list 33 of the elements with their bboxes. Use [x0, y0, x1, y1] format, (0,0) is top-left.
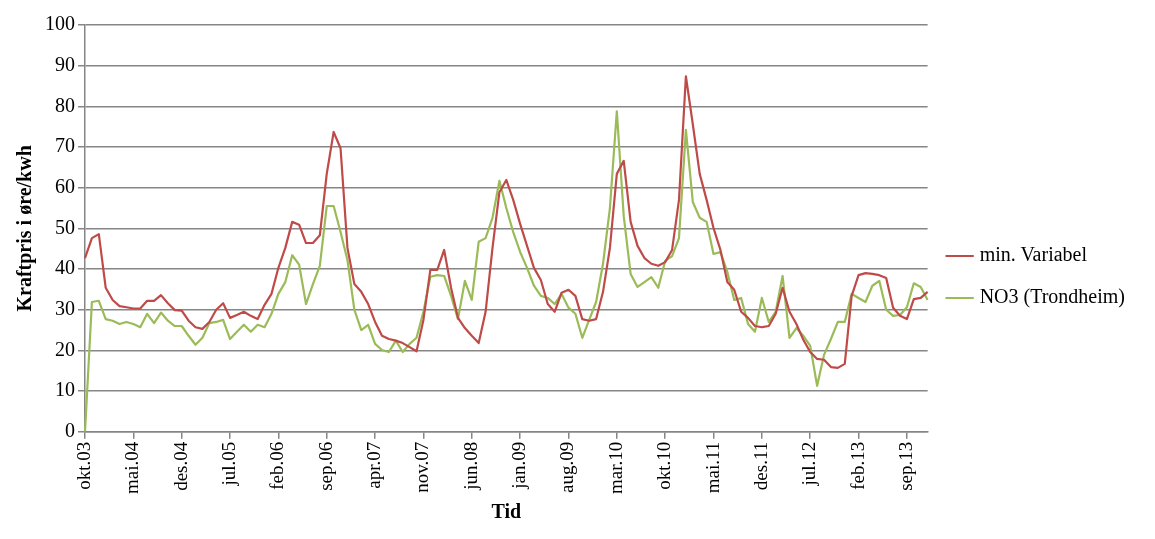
- y-tick-label: 60: [55, 174, 75, 197]
- x-tick-label: sep.06: [314, 441, 336, 491]
- x-tick-label: mai.11: [701, 441, 723, 494]
- x-tick-label: feb.06: [266, 441, 288, 490]
- legend-label: NO3 (Trondheim): [979, 285, 1125, 309]
- x-tick-label: nov.07: [411, 441, 433, 493]
- x-tick-label: sep.13: [894, 441, 916, 491]
- y-tick-label: 50: [55, 215, 75, 238]
- x-tick-label: mar.10: [604, 441, 626, 495]
- x-tick-label: jun.08: [459, 441, 481, 491]
- x-tick-label: okt.03: [72, 441, 94, 490]
- y-axis-title: Kraftpris i øre/kwh: [13, 145, 37, 312]
- x-tick-label: jul.12: [798, 441, 820, 487]
- x-tick-label: des.04: [169, 441, 191, 491]
- y-tick-label: 80: [55, 93, 75, 116]
- x-axis-title: Tid: [491, 500, 522, 523]
- x-tick-label: mai.04: [121, 441, 143, 495]
- y-tick-label: 70: [55, 134, 75, 157]
- y-tick-label: 0: [65, 419, 75, 442]
- x-tick-label: okt.10: [653, 441, 675, 490]
- y-tick-label: 40: [55, 256, 75, 279]
- y-tick-label: 10: [55, 378, 75, 401]
- x-tick-label: jan.09: [508, 441, 530, 490]
- y-tick-label: 90: [55, 52, 75, 75]
- x-tick-label: des.11: [749, 441, 771, 491]
- legend-label: min. Variabel: [979, 243, 1088, 266]
- x-tick-label: apr.07: [363, 441, 385, 489]
- y-tick-label: 30: [55, 296, 75, 319]
- y-tick-label: 100: [45, 12, 75, 35]
- x-tick-label: feb.13: [846, 441, 868, 490]
- x-tick-label: jul.05: [218, 441, 240, 487]
- y-tick-label: 20: [55, 337, 75, 360]
- x-tick-label: aug.09: [556, 441, 578, 493]
